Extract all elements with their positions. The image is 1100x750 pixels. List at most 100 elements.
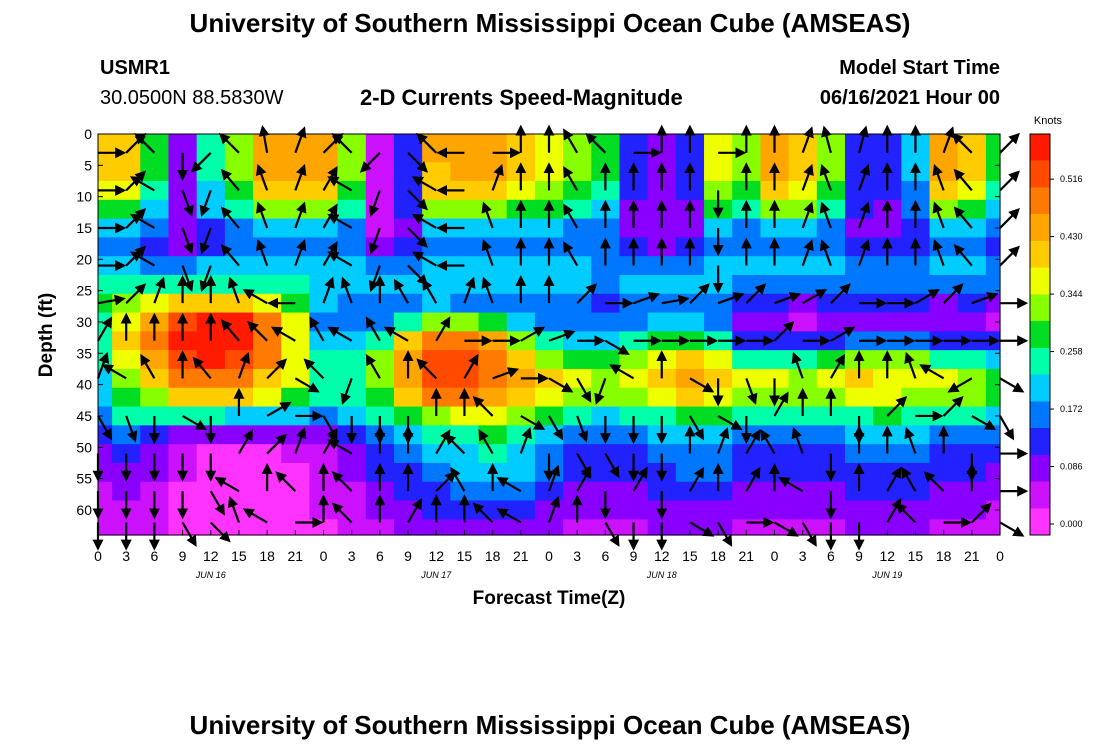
- heat-cell: [253, 425, 282, 445]
- heat-cell: [788, 406, 818, 426]
- heat-cell: [224, 519, 254, 536]
- heat-cell: [224, 406, 254, 426]
- x-tick-label: 15: [682, 548, 698, 564]
- heat-cell: [168, 519, 198, 536]
- heat-cell: [788, 199, 818, 220]
- heat-cell: [281, 350, 311, 370]
- heat-cell: [393, 237, 423, 257]
- x-axis-title: Forecast Time(Z): [473, 588, 626, 609]
- heat-cell: [196, 134, 226, 144]
- heat-cell: [450, 368, 480, 389]
- heat-cell: [619, 134, 649, 144]
- current-vector: [576, 466, 592, 492]
- current-vector: [435, 316, 451, 342]
- heat-cell: [816, 256, 846, 276]
- heat-cell: [506, 425, 536, 445]
- page-title-bottom: University of Southern Mississippi Ocean…: [189, 710, 911, 740]
- heat-cell: [760, 256, 790, 276]
- current-vector: [585, 132, 607, 154]
- heat-cell: [422, 237, 451, 257]
- x-tick-label: 15: [908, 548, 924, 564]
- current-vector: [463, 353, 479, 379]
- heat-cell: [422, 350, 451, 370]
- colorbar: Knots 0.516 0.430 0.344 0.258 0.172 0.086 0.00…: [1029, 115, 1083, 536]
- heat-cell: [534, 143, 564, 163]
- heat-cell: [365, 199, 395, 220]
- current-vector: [463, 276, 476, 304]
- current-vector: [857, 125, 869, 154]
- heat-cell: [309, 350, 339, 370]
- heat-cell: [844, 387, 874, 408]
- heat-cell: [337, 274, 367, 295]
- current-vector: [422, 278, 438, 304]
- current-vector: [393, 278, 410, 304]
- heat-cell: [337, 134, 367, 144]
- current-vector: [745, 466, 761, 492]
- heat-cell: [281, 143, 311, 163]
- heat-cell: [985, 350, 1001, 370]
- heat-cell: [506, 180, 536, 201]
- heat-cell: [224, 500, 254, 520]
- x-tick-label: 6: [827, 548, 835, 564]
- heat-cell: [393, 134, 423, 144]
- heat-cell: [816, 134, 846, 144]
- heat-cell: [929, 162, 959, 182]
- heat-cell: [393, 162, 423, 182]
- heat-cell: [98, 462, 113, 483]
- heat-cell: [98, 274, 113, 295]
- heat-cell: [112, 425, 141, 445]
- heat-cell: [760, 312, 790, 332]
- heat-cell: [619, 180, 649, 201]
- heat-cell: [788, 218, 818, 238]
- heat-cell: [393, 444, 423, 464]
- current-vector: [227, 276, 240, 304]
- heat-cell: [929, 350, 959, 370]
- y-axis-title: Depth (ft): [36, 293, 57, 377]
- heat-cell: [873, 180, 902, 201]
- current-vector: [153, 276, 166, 304]
- current-vector: [819, 163, 832, 191]
- heat-cell: [985, 312, 1001, 332]
- current-vector: [214, 477, 240, 493]
- heat-cell: [112, 134, 141, 144]
- heat-cell: [929, 444, 959, 464]
- heat-cell: [675, 218, 705, 238]
- heat-cell: [309, 331, 339, 351]
- heat-cell: [704, 134, 733, 144]
- heat-cell: [534, 293, 564, 314]
- heat-cell: [337, 350, 367, 370]
- colorbar-unit: Knots: [1034, 115, 1063, 127]
- heat-cell: [675, 500, 705, 520]
- current-vector: [745, 429, 761, 455]
- heat-cell: [393, 519, 423, 536]
- current-vector: [181, 521, 197, 547]
- heat-cell: [337, 143, 367, 163]
- heat-cell: [929, 500, 959, 520]
- heat-cell: [873, 218, 902, 238]
- current-vector: [904, 351, 917, 379]
- heat-cell: [957, 350, 987, 370]
- heat-cell: [506, 500, 536, 520]
- current-vector: [519, 427, 532, 454]
- current-vector: [125, 415, 138, 443]
- heat-cell: [98, 519, 113, 536]
- colorbar-tick-label: 0.344: [1060, 289, 1083, 299]
- heat-cell: [563, 256, 592, 276]
- heat-cell: [844, 256, 874, 276]
- current-vector: [604, 339, 630, 355]
- heat-cell: [112, 387, 141, 408]
- heat-cell: [478, 519, 508, 536]
- heat-cell: [534, 481, 564, 502]
- current-vector: [773, 521, 799, 537]
- heat-cell: [929, 218, 959, 238]
- heat-cell: [873, 481, 902, 502]
- model-start-label: Model Start Time: [839, 57, 1000, 79]
- heat-cell: [929, 199, 959, 220]
- heat-cell: [985, 143, 1001, 163]
- heat-cell: [563, 274, 592, 295]
- heat-cell: [365, 387, 395, 408]
- heat-cell: [788, 256, 818, 276]
- heat-cell: [422, 444, 451, 464]
- day-label: JUN 17: [420, 570, 452, 580]
- heat-cell: [675, 312, 705, 332]
